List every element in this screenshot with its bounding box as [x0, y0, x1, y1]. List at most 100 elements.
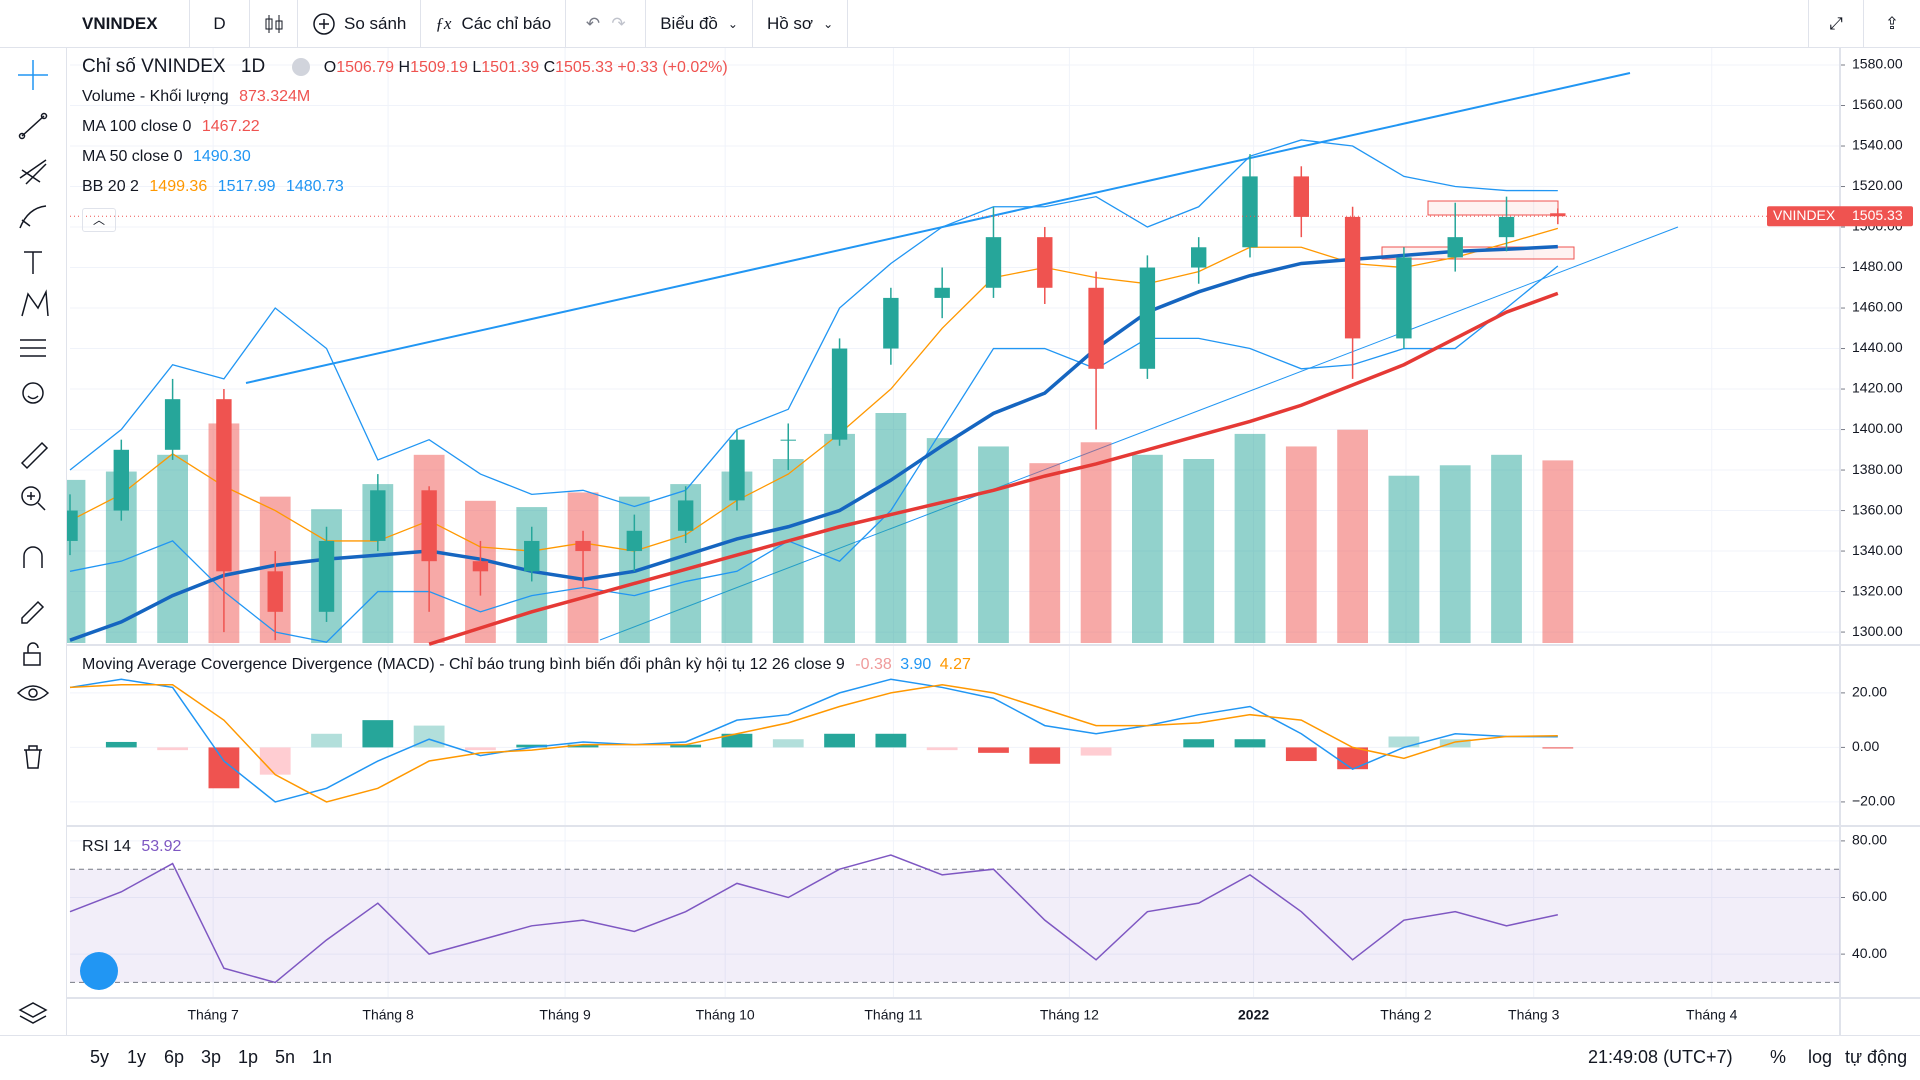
- undo-redo[interactable]: ↶ ↷: [566, 0, 647, 48]
- volume-bar: [875, 413, 907, 643]
- macd-histogram: [1542, 747, 1574, 749]
- visibility-tool[interactable]: [16, 685, 50, 701]
- macd-histogram: [259, 747, 291, 775]
- volume-bar: [1542, 460, 1574, 643]
- candle-body: [934, 287, 950, 298]
- x-tick-label: Tháng 2: [1380, 1007, 1432, 1023]
- last-price-label: 1505.33: [1852, 207, 1903, 223]
- candle-body: [831, 348, 848, 440]
- macd-histogram: [670, 744, 702, 748]
- volume-bar: [1183, 459, 1215, 643]
- fib-tool[interactable]: [19, 159, 47, 185]
- x-tick-label: Tháng 8: [362, 1007, 414, 1023]
- x-tick-label: Tháng 4: [1686, 1007, 1738, 1023]
- candle-body: [883, 297, 899, 349]
- line-tool[interactable]: [21, 115, 45, 137]
- legend-macd: Moving Average Covergence Divergence (MA…: [82, 656, 971, 674]
- delete-tool[interactable]: [24, 745, 42, 769]
- auto-toggle[interactable]: tự động: [1845, 1047, 1908, 1067]
- x-tick-label: Tháng 12: [1040, 1007, 1099, 1023]
- range-button[interactable]: 1y: [127, 1047, 147, 1067]
- volume-bar: [1388, 475, 1420, 643]
- macd-line: [69, 678, 1558, 803]
- legend-main: Chỉ số VNINDEX 1D O1506.79 H1509.19 L150…: [82, 56, 728, 78]
- fullscreen-button[interactable]: ⤢: [1808, 0, 1864, 48]
- chart-type-button[interactable]: [250, 0, 298, 48]
- candle-body: [1139, 267, 1156, 369]
- text-tool[interactable]: [24, 251, 42, 274]
- chart-menu[interactable]: Biểu đồ ⌄: [646, 0, 753, 48]
- volume-bar: [1491, 454, 1522, 643]
- volume-bar: [978, 446, 1009, 643]
- volume-bar: [1337, 429, 1368, 643]
- y-tick-label: 1560.00: [1852, 96, 1903, 112]
- y-tick-label: 80.00: [1852, 832, 1887, 848]
- range-button[interactable]: 6p: [164, 1047, 185, 1067]
- x-tick-label: 2022: [1238, 1007, 1269, 1023]
- h-label: H: [398, 59, 411, 76]
- x-tick-label: Tháng 11: [864, 1007, 922, 1023]
- log-toggle[interactable]: log: [1808, 1047, 1833, 1067]
- range-button[interactable]: 1n: [312, 1047, 333, 1067]
- macd-histogram: [157, 747, 188, 751]
- bb-upper-value: 1517.99: [217, 178, 276, 195]
- candle-body: [1037, 237, 1053, 288]
- bb-upper: [69, 139, 1558, 508]
- layers-button[interactable]: [0, 988, 67, 1048]
- interval[interactable]: D: [190, 0, 250, 48]
- forecast-tool[interactable]: [20, 339, 46, 357]
- volume-bar: [772, 459, 804, 643]
- candle-body: [985, 237, 1002, 288]
- zoom-tool[interactable]: [21, 486, 41, 506]
- brush-tool[interactable]: [19, 205, 47, 229]
- candle-body: [575, 540, 591, 552]
- rsi-name: RSI 14: [82, 838, 131, 855]
- percent-toggle[interactable]: %: [1770, 1047, 1787, 1067]
- y-tick-label: 1400.00: [1852, 420, 1903, 436]
- y-tick-label: 1320.00: [1852, 582, 1903, 598]
- crosshair-tool[interactable]: [18, 60, 48, 90]
- indicators-label: Các chỉ báo: [461, 13, 552, 33]
- macd-histogram: [1388, 736, 1420, 748]
- range-button[interactable]: 3p: [201, 1047, 222, 1067]
- macd-histogram: [1439, 739, 1471, 748]
- range-button[interactable]: 5y: [90, 1047, 110, 1067]
- compare-button[interactable]: So sánh: [298, 0, 422, 48]
- macd-hist-value: -0.38: [855, 656, 892, 673]
- profile-menu[interactable]: Hồ sơ ⌄: [753, 0, 849, 48]
- macd-histogram: [311, 733, 342, 748]
- symbol[interactable]: VNINDEX: [0, 0, 190, 48]
- y-tick-label: 1380.00: [1852, 461, 1903, 477]
- change: +0.33 (+0.02%): [617, 59, 728, 76]
- moving-average: [69, 244, 1558, 642]
- lock-tool[interactable]: [23, 652, 41, 666]
- ruler-tool[interactable]: [20, 441, 49, 470]
- pattern-tool[interactable]: [21, 289, 49, 317]
- last-price-name: VNINDEX: [1773, 207, 1836, 223]
- x-tick-label: Tháng 7: [187, 1007, 239, 1023]
- lock-draw-tool[interactable]: [21, 600, 45, 624]
- emoji-tool[interactable]: [22, 382, 44, 404]
- range-button[interactable]: 5n: [275, 1047, 296, 1067]
- rsi-value: 53.92: [141, 838, 182, 855]
- macd-histogram: [1080, 747, 1112, 756]
- macd-histogram: [208, 747, 240, 789]
- y-tick-label: 1340.00: [1852, 542, 1903, 558]
- l-label: L: [472, 59, 482, 76]
- magnet-tool[interactable]: [23, 546, 43, 568]
- h-value: 1509.19: [410, 59, 468, 76]
- logo[interactable]: [80, 952, 118, 990]
- collapse-legend[interactable]: ︿: [82, 208, 116, 232]
- y-tick-label: 0.00: [1852, 738, 1879, 754]
- volume-bar: [1285, 446, 1317, 643]
- range-button[interactable]: 1p: [238, 1047, 259, 1067]
- macd-histogram: [465, 747, 496, 751]
- candle-body: [1498, 216, 1515, 238]
- y-tick-label: 1440.00: [1852, 339, 1903, 355]
- share-button[interactable]: ⇪: [1884, 13, 1900, 33]
- macd-value: 3.90: [900, 656, 932, 673]
- macd-histogram: [875, 733, 907, 748]
- ma50-value: 1490.30: [192, 148, 251, 165]
- indicators-button[interactable]: ƒx Các chỉ báo: [421, 0, 567, 48]
